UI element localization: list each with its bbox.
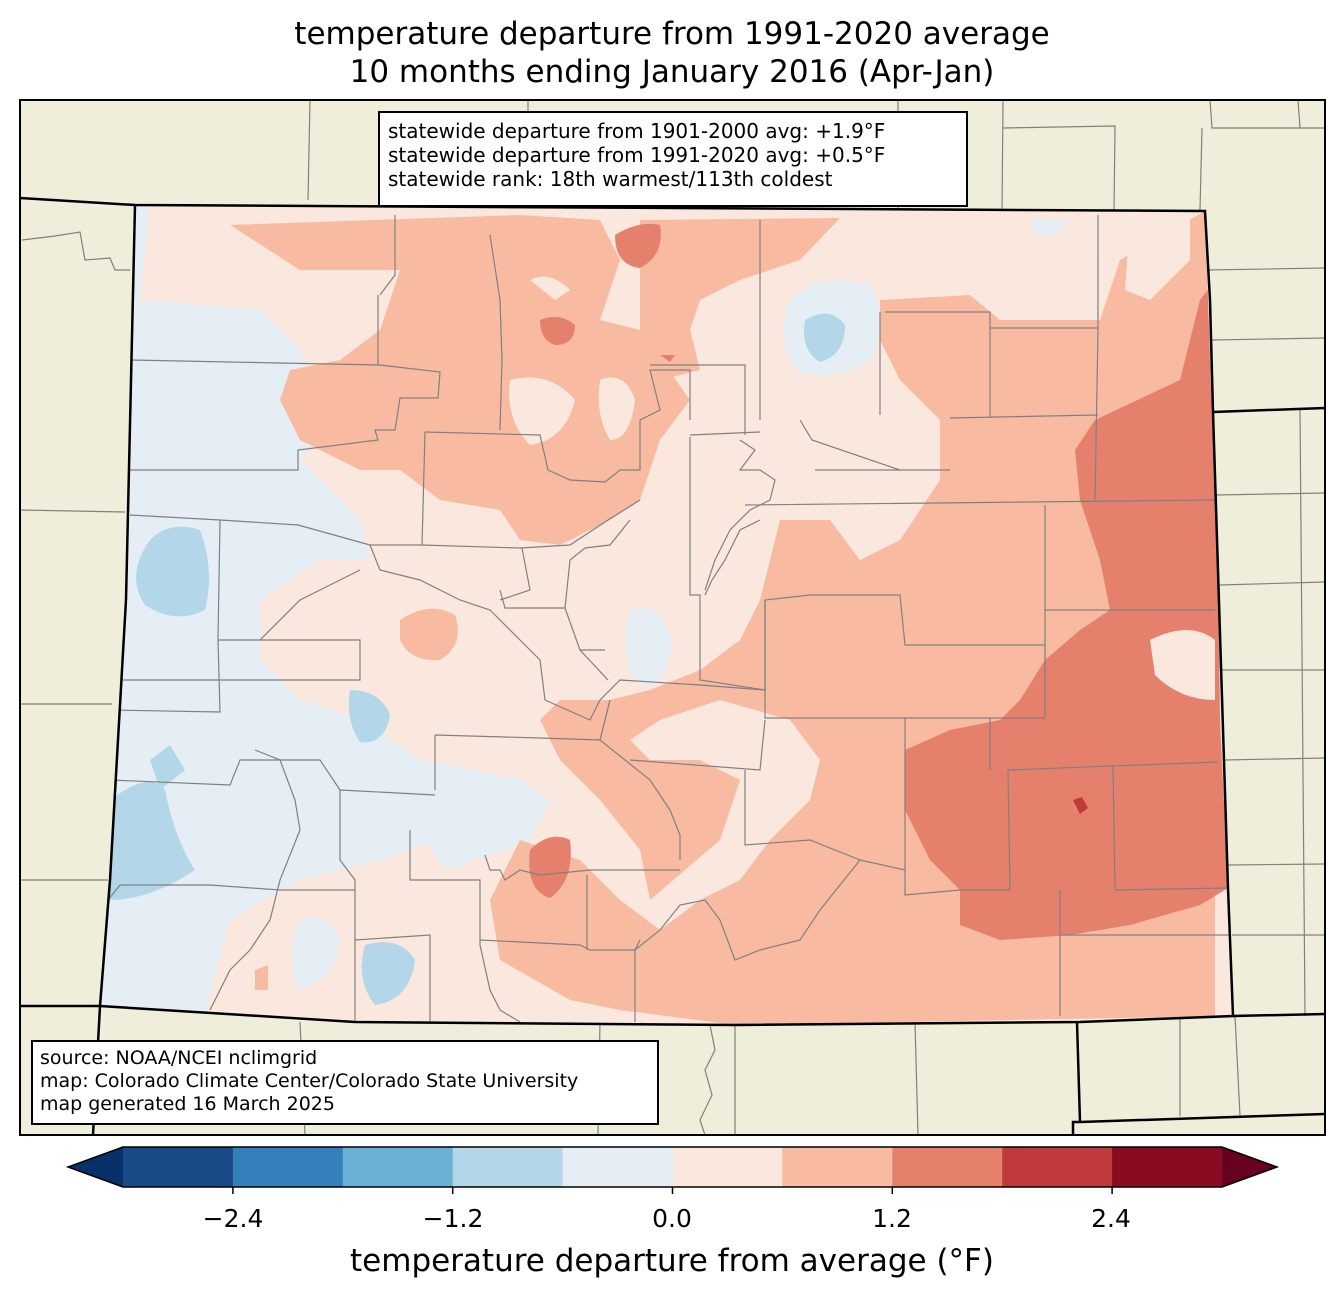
colorbar-bin [123, 1147, 234, 1187]
source-box: source: NOAA/NCEI nclimgrid map: Colorad… [31, 1040, 659, 1125]
stats-departure-1991-2020: statewide departure from 1991-2020 avg: … [388, 143, 886, 167]
colorbar-bin [342, 1147, 454, 1187]
colorbar-label: temperature departure from average (°F) [350, 1243, 994, 1279]
colorbar-bin [452, 1147, 564, 1187]
colorbar-extend-high [1222, 1147, 1277, 1187]
colorbar-tick-label: 1.2 [872, 1204, 912, 1233]
map-title-line2: 10 months ending January 2016 (Apr-Jan) [349, 54, 995, 90]
source-map-line: map: Colorado Climate Center/Colorado St… [40, 1070, 579, 1092]
colorbar-tick-label: −2.4 [202, 1204, 264, 1233]
colorbar-bin [1112, 1147, 1223, 1187]
colorbar-tick-label: −1.2 [422, 1204, 484, 1233]
colorbar-tick-label: 0.0 [652, 1204, 692, 1233]
colorbar-bin [562, 1147, 673, 1187]
colorbar-bin [232, 1147, 344, 1187]
colorbar-extend-low [68, 1147, 123, 1187]
colorbar-outline [65, 1146, 1280, 1188]
stats-departure-1901-2000: statewide departure from 1901-2000 avg: … [388, 119, 886, 143]
stats-rank: statewide rank: 18th warmest/113th colde… [388, 167, 833, 191]
colorbar-bin [892, 1147, 1003, 1187]
map-title-line1: temperature departure from 1991-2020 ave… [294, 16, 1050, 52]
statewide-stats-box: statewide departure from 1901-2000 avg: … [378, 111, 968, 207]
map-frame [19, 99, 1326, 1136]
temperature-departure-field [100, 205, 1233, 1025]
source-data-line: source: NOAA/NCEI nclimgrid [40, 1047, 318, 1069]
colorbar-bin [1002, 1147, 1113, 1187]
colorbar-tick-label: 2.4 [1091, 1204, 1131, 1233]
colorbar-bin [672, 1147, 783, 1187]
source-generated-line: map generated 16 March 2025 [40, 1093, 335, 1115]
county-lines [100, 215, 1230, 1023]
colorbar [65, 1146, 1280, 1194]
colorbar-bin [782, 1147, 893, 1187]
